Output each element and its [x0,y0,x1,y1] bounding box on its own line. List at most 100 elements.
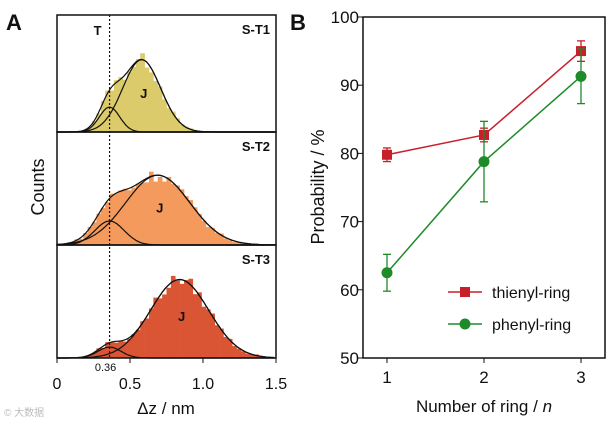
histogram-bar [92,222,97,245]
histogram-bar [153,297,159,358]
histogram-bar [118,77,123,132]
histogram-bar [87,355,93,358]
series-label: S-T2 [242,139,270,154]
histogram-bar [188,278,194,358]
histogram-bar [113,80,119,132]
histogram-bar [205,226,211,245]
histogram-bar [197,213,202,245]
peak-label-j: J [140,86,147,101]
histogram-bar [219,233,224,245]
histogram-bar [135,183,141,245]
histogram-bar [148,308,154,358]
histogram-bar [122,188,128,245]
data-point-square [382,149,392,160]
panel-b-xlabel: Number of ring / n [416,397,552,416]
histogram-bar [223,238,229,245]
histogram-bar [105,90,110,132]
histogram-bar [148,72,154,132]
histogram-bar [144,318,150,358]
peak-label-j: J [178,309,185,324]
histogram-bar [179,283,185,358]
histogram-bar [254,354,259,358]
histogram-bar [166,108,172,132]
histogram-bar [100,100,106,132]
y-tick-label: 100 [331,8,359,27]
histogram-bar [223,336,229,358]
y-tick-label: 60 [340,281,359,300]
histogram-bar [227,338,233,358]
data-point-circle [478,156,490,168]
histogram-bar [127,190,132,245]
histogram-bar [118,190,123,245]
histogram-bar [175,118,180,132]
histogram-bar [131,66,137,132]
histogram-bar [122,79,128,132]
histogram-bar [179,189,185,245]
panel-a-ylabel: Counts [28,158,48,215]
histogram-bar [210,227,215,245]
histogram-bar [122,341,128,358]
histogram-bar [240,242,246,245]
x-tick-label: 1 [382,368,391,387]
x-tick-label: 1.5 [265,376,287,393]
histogram-bar [96,348,102,358]
histogram-bar [162,181,167,245]
panel-a-xlabel: Δz / nm [137,399,195,418]
histogram-bar [127,338,132,358]
histogram-bar [144,182,150,245]
histogram-bar [153,81,159,132]
histogram-bar [100,207,106,245]
histogram-bar [188,199,194,245]
y-tick-label: 70 [340,213,359,232]
x-tick-label: 3 [576,368,585,387]
histogram-bar [245,353,251,358]
histogram-bar [105,342,110,358]
histogram-bar [192,294,198,358]
x-tick-label: 0.5 [119,376,141,393]
histogram-bar [175,280,180,358]
histogram-bar [201,306,207,358]
watermark: © 大数据 [4,408,45,419]
histogram-bar [157,298,163,358]
series-label: S-T1 [242,22,270,37]
histogram-bar [197,292,202,358]
data-point-circle [575,70,587,82]
series-label: S-T3 [242,252,270,267]
histogram-bar [205,309,211,358]
histogram-bar [227,240,233,245]
histogram-bar [210,313,215,358]
reference-line-label: 0.36 [95,362,116,374]
peak-label-t: T [94,23,102,38]
histogram-bar [236,348,242,358]
y-tick-label: 50 [340,349,359,368]
histogram-bar [131,187,137,245]
histogram-bar [166,287,172,358]
histogram-bar [140,53,145,133]
data-point-circle [381,267,393,279]
histogram-bar [170,111,176,132]
histogram-bar [192,207,198,245]
histogram-bar [179,124,185,132]
histogram-bar [240,351,246,358]
histogram-bar [131,334,137,358]
legend-label: phenyl-ring [492,317,571,334]
histogram-bar [236,241,242,245]
y-tick-label: 80 [340,144,359,163]
histogram-bar [219,328,224,358]
histogram-bar [188,128,194,132]
histogram-bar [258,356,264,358]
histogram-bar [118,341,123,358]
histogram-bar [109,342,115,358]
panel-a-label: A [6,10,22,35]
fit-curve-sum [57,278,275,359]
histogram-bar [144,67,150,132]
histogram-bar [96,213,102,245]
histogram-bar [232,242,237,245]
histogram-bar [96,113,102,132]
histogram-bar [184,280,189,358]
histogram-bar [214,232,220,245]
histogram-bar [184,126,189,132]
legend-label: thienyl-ring [492,285,570,302]
histogram-bar [153,181,159,245]
